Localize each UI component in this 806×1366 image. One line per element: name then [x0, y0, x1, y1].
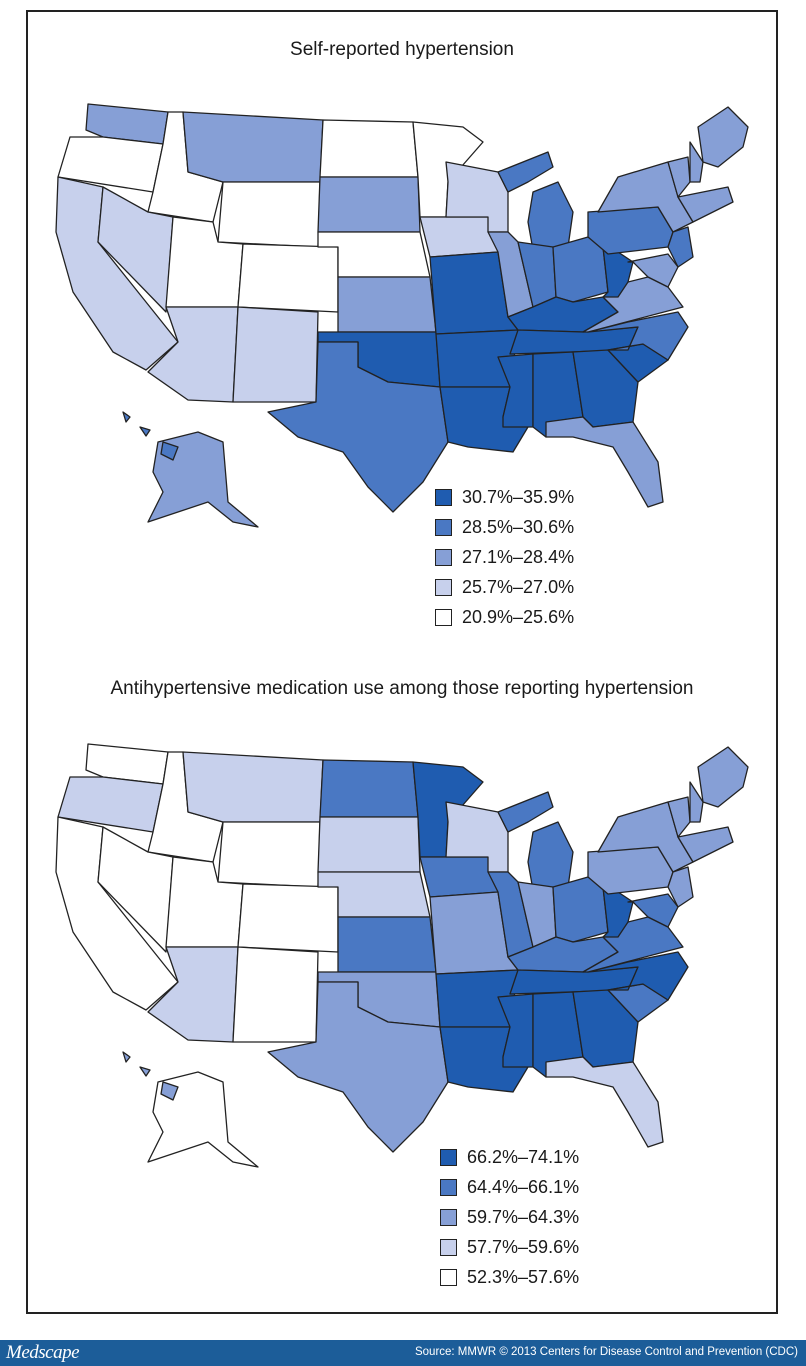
state-fl [545, 1056, 664, 1148]
legend-label: 57.7%–59.6% [467, 1236, 580, 1257]
state-mt [182, 751, 324, 823]
state-ia [419, 856, 499, 898]
state-me [697, 106, 749, 168]
legend-label: 25.7%–27.0% [462, 576, 575, 597]
state-ia [419, 216, 499, 258]
state-nc [587, 951, 689, 1001]
legend-medication: 66.2%–74.1% 64.4%–66.1% 59.7%–64.3% 57.7%–5… [440, 1142, 579, 1292]
hypertension-legend-item: 30.7%–35.9% [435, 482, 574, 512]
state-wv [602, 246, 634, 298]
medscape-logo: Medscape [6, 1342, 80, 1363]
medication-legend-item: 59.7%–64.3% [440, 1202, 579, 1232]
hypertension-legend-item: 25.7%–27.0% [435, 572, 574, 602]
legend-swatch [435, 518, 452, 536]
map-hypertension [55, 103, 749, 528]
medication-legend-item: 66.2%–74.1% [440, 1142, 579, 1172]
state-nj [667, 866, 694, 908]
figure-frame: Self-reported hypertension 30.7%–35.9% 28… [26, 10, 778, 1314]
source-credit: Source: MMWR © 2013 Centers for Disease … [414, 1346, 798, 1358]
legend-swatch [435, 578, 452, 596]
legend-label: 30.7%–35.9% [462, 486, 575, 507]
state-nh [689, 141, 704, 183]
state-ak [147, 1071, 259, 1168]
legend-swatch [435, 548, 452, 566]
state-wv [602, 886, 634, 938]
state-nj [667, 226, 694, 268]
state-nc [587, 311, 689, 361]
map-title-hypertension: Self-reported hypertension [290, 39, 514, 60]
state-ak [147, 431, 259, 528]
state-tx [267, 341, 449, 513]
legend-label: 59.7%–64.3% [467, 1206, 580, 1227]
state-co [237, 243, 339, 313]
state-wy [217, 181, 321, 248]
hypertension-legend-item: 27.1%–28.4% [435, 542, 574, 572]
legend-swatch [440, 1268, 457, 1286]
state-pa [587, 206, 674, 255]
state-md [627, 893, 679, 928]
legend-hypertension: 30.7%–35.9% 28.5%–30.6% 27.1%–28.4% 25.7%–2… [435, 482, 574, 632]
medication-legend-item: 64.4%–66.1% [440, 1172, 579, 1202]
state-nd [319, 759, 419, 818]
state-fl [545, 416, 664, 508]
legend-label: 66.2%–74.1% [467, 1146, 580, 1167]
state-me [697, 746, 749, 808]
legend-swatch [440, 1208, 457, 1226]
state-ks [337, 916, 437, 973]
map-medication [55, 743, 749, 1168]
state-ne2 [677, 826, 734, 863]
state-co [237, 883, 339, 953]
medication-legend-item: 57.7%–59.6% [440, 1232, 579, 1262]
state-tx [267, 981, 449, 1153]
legend-swatch [440, 1148, 457, 1166]
state-ne2 [677, 186, 734, 223]
state-ks [337, 276, 437, 333]
state-sd [317, 816, 421, 873]
legend-label: 20.9%–25.6% [462, 606, 575, 627]
legend-swatch [440, 1238, 457, 1256]
state-nm [232, 306, 319, 403]
legend-label: 27.1%–28.4% [462, 546, 575, 567]
state-hi [122, 411, 179, 461]
legend-swatch [435, 608, 452, 626]
state-nm [232, 946, 319, 1043]
hypertension-legend-item: 20.9%–25.6% [435, 602, 574, 632]
state-sd [317, 176, 421, 233]
state-nd [319, 119, 419, 178]
state-mt [182, 111, 324, 183]
medication-legend-item: 52.3%–57.6% [440, 1262, 579, 1292]
hypertension-legend-item: 28.5%–30.6% [435, 512, 574, 542]
state-md [627, 253, 679, 288]
state-va [582, 276, 684, 333]
state-wy [217, 821, 321, 888]
state-va [582, 916, 684, 973]
legend-label: 64.4%–66.1% [467, 1176, 580, 1197]
state-pa [587, 846, 674, 895]
state-nh [689, 781, 704, 823]
legend-label: 28.5%–30.6% [462, 516, 575, 537]
legend-swatch [440, 1178, 457, 1196]
footer-bar: Medscape Source: MMWR © 2013 Centers for… [0, 1340, 806, 1366]
state-hi [122, 1051, 179, 1101]
legend-swatch [435, 488, 452, 506]
legend-label: 52.3%–57.6% [467, 1266, 580, 1287]
map-title-medication: Antihypertensive medication use among th… [110, 678, 694, 699]
